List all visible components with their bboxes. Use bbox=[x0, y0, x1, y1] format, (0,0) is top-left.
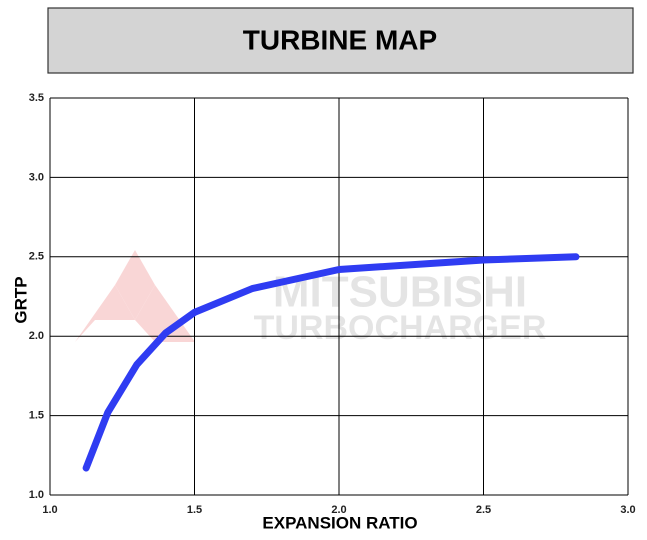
line-series bbox=[82, 253, 580, 472]
watermark-text: TURBOCHARGER bbox=[254, 309, 547, 347]
chart-title: TURBINE MAP bbox=[243, 24, 437, 55]
title-box bbox=[47, 7, 634, 74]
x-tick-label: 1.0 bbox=[42, 504, 57, 516]
y-tick-label: 2.5 bbox=[29, 251, 44, 263]
y-tick-label: 1.0 bbox=[29, 489, 44, 501]
x-tick-label: 3.0 bbox=[620, 504, 635, 516]
y-tick-label: 1.5 bbox=[29, 410, 44, 422]
y-tick-label: 3.0 bbox=[29, 171, 44, 183]
x-tick-label: 1.5 bbox=[187, 504, 202, 516]
x-tick-label: 2.5 bbox=[476, 504, 491, 516]
x-axis-label: EXPANSION RATIO bbox=[262, 513, 417, 532]
y-axis-label: GRTP bbox=[11, 276, 30, 323]
y-tick-label: 2.0 bbox=[29, 330, 44, 342]
watermark-logo bbox=[75, 250, 195, 342]
y-tick-label: 3.5 bbox=[29, 92, 44, 104]
x-tick-label: 2.0 bbox=[331, 504, 346, 516]
